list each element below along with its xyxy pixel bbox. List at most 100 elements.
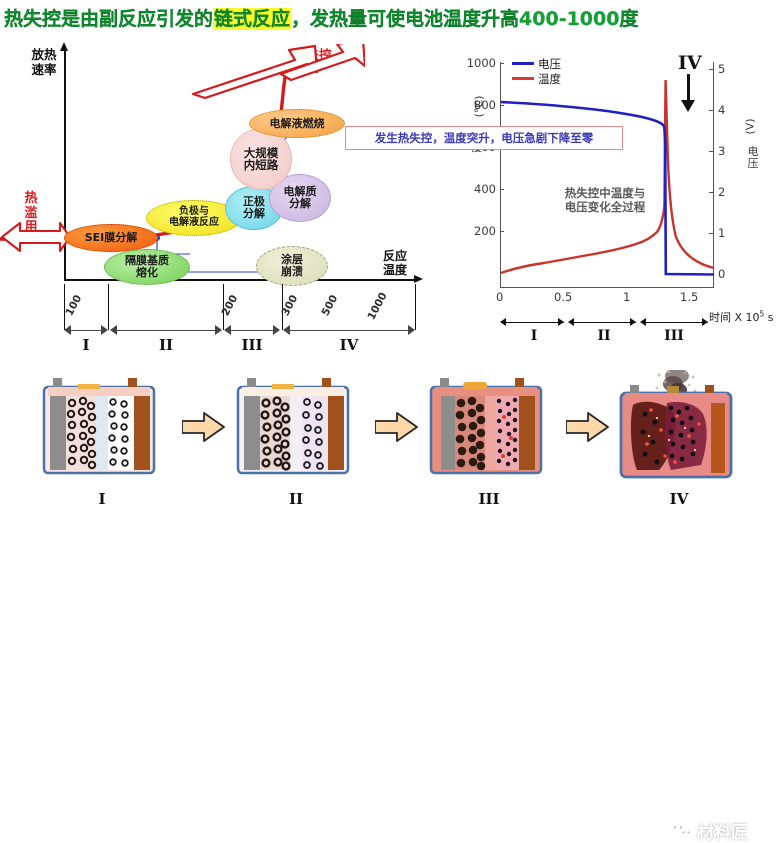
r-stage-numeral-2: II xyxy=(597,328,611,344)
stage-cap-2-right xyxy=(215,325,222,335)
bubble-internal-short-circuit[interactable]: 大规模 内短路 xyxy=(230,128,292,190)
r-stage-bar-1 xyxy=(506,322,564,324)
ry-right-0: 0 xyxy=(718,267,726,281)
rx-tick-0: 0 xyxy=(496,290,504,304)
tick-label-100: 100 xyxy=(63,293,85,318)
right-chart-panel: 1000 800 600 400 200 5 4 3 2 1 0 0 0.5 1… xyxy=(345,34,776,362)
rx-label-tail: s xyxy=(764,311,774,324)
ry-right-tick-1 xyxy=(709,233,714,235)
right-chart-y-right-label: 电压 xyxy=(747,145,759,170)
r-stage-cap-2-right xyxy=(630,317,636,326)
bubble-separator-melting[interactable]: 隔膜基质 熔化 xyxy=(104,249,190,285)
left-x-axis-line xyxy=(64,279,416,281)
stage-numeral-2: II xyxy=(158,336,174,354)
stage-numeral-1: I xyxy=(82,336,90,354)
legend-swatch-voltage xyxy=(512,62,534,65)
rx-label-main: 时间 X 10 xyxy=(709,311,760,324)
stage-numeral-3: III xyxy=(241,336,263,354)
watermark: 材料匠 xyxy=(668,818,748,843)
ry-right-tick-3 xyxy=(709,151,714,153)
title-highlight: 链式反应 xyxy=(213,7,292,30)
right-chart-inner-note: 热失控中温度与 电压变化全过程 xyxy=(564,186,646,215)
slide-title-bar: 热失控是由副反应引发的链式反应，发热量可使电池温度升高400-1000度 xyxy=(0,0,776,34)
ry-left-800: 800 xyxy=(474,98,496,112)
bubble-electrolyte-decomposition[interactable]: 电解质 分解 xyxy=(269,174,331,222)
iv-pointer-arrow-stem xyxy=(687,74,690,102)
ry-right-4: 4 xyxy=(718,103,726,117)
legend-item-voltage: 电压 xyxy=(512,56,561,71)
legend-label-voltage: 电压 xyxy=(538,56,561,71)
stage-bar-4 xyxy=(288,330,410,332)
stage-divider-2 xyxy=(223,284,225,330)
stage-divider-3 xyxy=(282,284,284,330)
page-title: 热失控是由副反应引发的链式反应，发热量可使电池温度升高400-1000度 xyxy=(0,4,639,31)
rx-tick-05: 0.5 xyxy=(554,290,573,304)
thermal-runaway-arrow-icon xyxy=(191,44,365,100)
watermark-text: 材料匠 xyxy=(697,823,748,843)
stage-divider-0 xyxy=(64,284,66,330)
stage-bar-2 xyxy=(115,330,217,332)
cell-stage-label-4: IV xyxy=(669,490,689,508)
ry-left-tick-400 xyxy=(500,189,504,191)
stage-cap-4-left xyxy=(283,325,290,335)
ry-left-tick-200 xyxy=(500,231,504,233)
ry-right-1: 1 xyxy=(718,226,726,240)
stage-cap-2-left xyxy=(110,325,117,335)
left-y-axis-arrow xyxy=(60,42,68,51)
r-stage-cap-3-right xyxy=(702,317,708,326)
cell-stage-label-3: III xyxy=(478,490,500,508)
title-part-after: ，发热量可使电池温度升高400-1000度 xyxy=(291,7,639,30)
arrow-right-icon-1 xyxy=(182,412,225,442)
stage-divider-4 xyxy=(415,284,417,330)
battery-cell-stage-2[interactable]: II xyxy=(232,370,360,508)
thermal-abuse-arrow-icon xyxy=(0,221,72,253)
ry-left-200: 200 xyxy=(474,224,496,238)
legend-item-temperature: 温度 xyxy=(512,71,561,86)
battery-cell-svg-4 xyxy=(619,368,733,479)
rx-tick-15: 1.5 xyxy=(680,290,699,304)
stage-cap-4-right xyxy=(408,325,415,335)
battery-cell-stage-4[interactable]: IV xyxy=(615,368,743,508)
rx-tick-1: 1 xyxy=(623,290,631,304)
stage-cap-1-right xyxy=(101,325,108,335)
r-stage-numeral-3: III xyxy=(664,328,684,344)
ry-right-5: 5 xyxy=(718,62,726,76)
bubble-electrolyte-burning[interactable]: 电解液燃烧 xyxy=(249,109,345,138)
bubble-sei-decomposition[interactable]: SEI膜分解 xyxy=(64,224,158,252)
voltage-curve xyxy=(500,100,715,276)
arrow-right-icon-2 xyxy=(375,412,418,442)
iv-pointer-arrow-head xyxy=(681,100,695,112)
wechat-icon xyxy=(669,821,694,842)
cell-evolution-strip: I xyxy=(0,360,776,843)
battery-cell-svg-2 xyxy=(236,378,350,475)
temperature-voltage-svg xyxy=(500,79,715,276)
r-stage-cap-3-left xyxy=(640,317,646,326)
cell-stage-label-2: II xyxy=(288,490,304,508)
r-stage-numeral-1: I xyxy=(530,328,538,344)
r-stage-bar-2 xyxy=(574,322,636,324)
left-x-axis-arrow xyxy=(414,275,423,283)
legend-label-temperature: 温度 xyxy=(538,71,561,86)
stage-numeral-4: IV xyxy=(339,336,359,354)
right-stage-scale: I II III xyxy=(500,317,716,362)
ry-right-3: 3 xyxy=(718,144,726,158)
ry-left-400: 400 xyxy=(474,182,496,196)
cell-stage-label-1: I xyxy=(98,490,106,508)
left-stage-scale: 100 200 300 500 1000 I II III IV xyxy=(63,284,417,356)
battery-cell-stage-3[interactable]: III xyxy=(425,370,553,508)
battery-cell-svg-3 xyxy=(429,378,543,475)
r-stage-bar-3 xyxy=(646,322,708,324)
left-y-axis-label: 放热 速率 xyxy=(31,47,57,77)
bubble-coating-collapse[interactable]: 涂层 崩溃 xyxy=(256,246,328,286)
thermal-runaway-annotation-box: 发生热失控，温度突升，电压急剧下降至零 xyxy=(345,126,623,150)
tick-label-1000: 1000 xyxy=(365,290,390,322)
battery-cell-svg-1 xyxy=(42,378,156,475)
arrow-right-icon-3 xyxy=(566,412,609,442)
ry-right-tick-2 xyxy=(709,192,714,194)
battery-cell-stage-1[interactable]: I xyxy=(38,370,166,508)
ry-left-tick-1000 xyxy=(500,63,504,65)
stage-divider-1 xyxy=(108,284,110,330)
r-stage-cap-2-left xyxy=(568,317,574,326)
